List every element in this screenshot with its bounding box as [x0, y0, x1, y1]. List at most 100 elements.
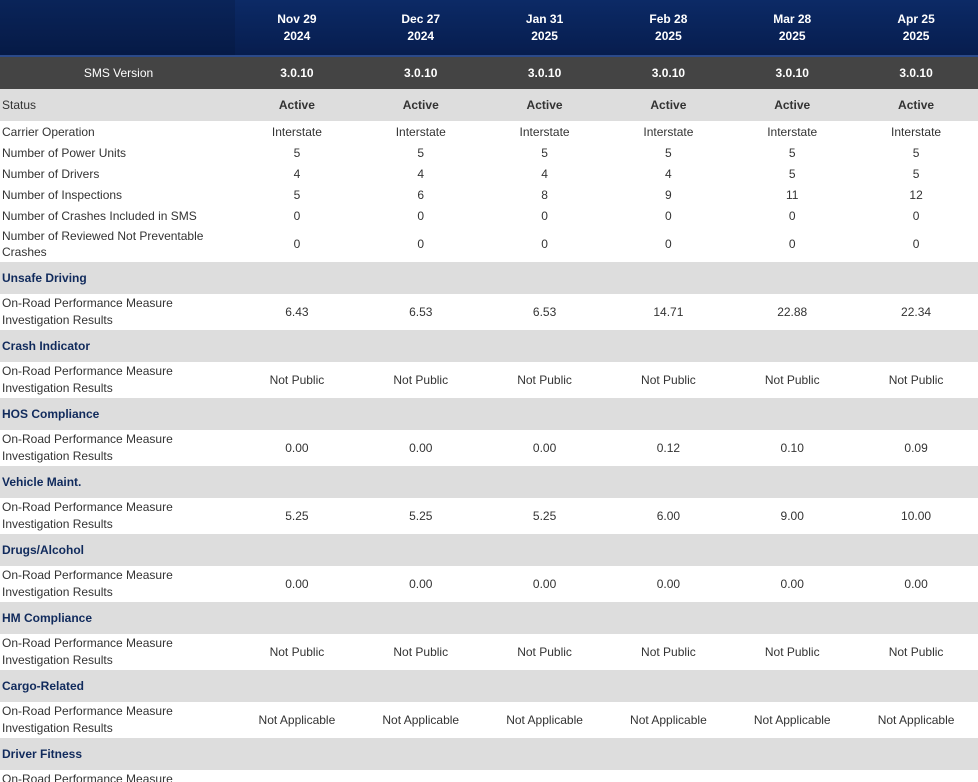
detail-value: 8 — [541, 187, 548, 202]
section-title: Cargo-Related — [0, 670, 978, 702]
results-name: Investigation Results — [2, 449, 113, 463]
detail-value: Interstate — [643, 124, 694, 139]
detail-value: 0 — [293, 237, 301, 251]
date-year: 2024 — [283, 28, 311, 43]
section-title: Driver Fitness — [0, 738, 978, 770]
section-title: Drugs/Alcohol — [0, 534, 978, 566]
status-value: Active — [730, 89, 855, 121]
table-row: On-Road Performance MeasureInvestigation… — [0, 770, 978, 782]
table-row: HOS Compliance — [0, 398, 978, 430]
measure-value: Not Public — [641, 644, 696, 659]
detail-value: 5 — [788, 166, 796, 181]
results-name: Investigation Results — [2, 585, 113, 599]
status-label: Status — [0, 89, 235, 121]
measure-value: 0.00 — [780, 576, 804, 591]
measure-value: 0.00 — [904, 576, 928, 591]
table-row: HM Compliance — [0, 602, 978, 634]
measure-value: Not Public — [641, 372, 696, 387]
measure-label: On-Road Performance MeasureInvestigation… — [0, 770, 235, 782]
date-day: Apr 25 — [897, 11, 935, 26]
detail-value: 5 — [665, 145, 672, 160]
table-row: Status Active Active Active Active Active Acti… — [0, 89, 978, 121]
sms-version-value: 3.0.10 — [854, 56, 978, 89]
table-row: Drugs/Alcohol — [0, 534, 978, 566]
status-value: Active — [235, 89, 359, 121]
status-value: Active — [854, 89, 978, 121]
measure-value: Not Public — [269, 644, 325, 659]
measure-value: 0.00 — [730, 770, 854, 782]
table-row: On-Road Performance Measure Investigation… — [0, 294, 978, 330]
measure-value: Not Public — [517, 372, 572, 387]
detail-value: 12 — [909, 187, 923, 202]
date-day: Dec 27 — [401, 11, 441, 26]
sms-version-label: SMS Version — [0, 56, 235, 89]
table-row: Nov 29 2024 Dec 27 2024 Jan 31 2025 Feb 28 2025… — [0, 0, 978, 57]
detail-value: 5 — [293, 187, 301, 202]
measure-name: On-Road Performance Measure — [2, 500, 173, 514]
measure-value: 0.00 — [606, 770, 730, 782]
detail-value: 0 — [293, 208, 301, 223]
sms-version-value: 3.0.10 — [482, 56, 607, 89]
measure-value: 0.00 — [285, 440, 309, 455]
measure-value: 14.71 — [653, 304, 684, 319]
section-title: Unsafe Driving — [0, 262, 978, 294]
measure-value: Not Public — [764, 644, 820, 659]
date-year: 2025 — [778, 28, 806, 43]
measure-value: Not Applicable — [258, 712, 336, 727]
date-year: 2025 — [902, 28, 930, 43]
measure-name: On-Road Performance Measure — [2, 296, 173, 310]
status-value: Active — [358, 89, 483, 121]
table-row: Number of Power Units 5 5 5 5 5 5 — [0, 142, 978, 163]
measure-value: 5.25 — [285, 508, 309, 523]
measure-label: On-Road Performance Measure Investigation… — [0, 294, 235, 330]
measure-value: 9.00 — [780, 508, 804, 523]
date-year: 2024 — [407, 28, 435, 43]
measure-value: Not Public — [393, 372, 449, 387]
detail-value: 0 — [665, 208, 672, 223]
measure-value: 0.00 — [409, 576, 433, 591]
detail-value: 4 — [293, 166, 301, 181]
detail-label: Number of Power Units — [2, 145, 127, 160]
date-header: Jan 31 2025 — [482, 0, 607, 57]
measure-value: 0.10 — [780, 440, 804, 455]
detail-value: 5 — [912, 166, 920, 181]
detail-label: Number of Drivers — [2, 166, 100, 181]
measure-label: On-Road Performance Measure Investigation… — [0, 362, 235, 398]
table-row: Crash Indicator — [0, 330, 978, 362]
detail-value: Interstate — [891, 124, 942, 139]
date-header: Apr 25 2025 — [854, 0, 978, 57]
measure-value: Not Public — [517, 644, 572, 659]
date-header: Mar 28 2025 — [730, 0, 855, 57]
measure-name: On-Road Performance Measure — [2, 364, 173, 378]
detail-label: Carrier Operation — [2, 124, 95, 139]
table-row: Driver Fitness — [0, 738, 978, 770]
detail-value: 9 — [665, 187, 672, 202]
detail-value: 0 — [541, 208, 548, 223]
detail-value: Interstate — [395, 124, 446, 139]
results-name: Investigation Results — [2, 653, 113, 667]
date-header: Feb 28 2025 — [606, 0, 731, 57]
detail-value: 5 — [293, 145, 301, 160]
date-day: Nov 29 — [277, 11, 317, 26]
results-name: Investigation Results — [2, 381, 113, 395]
results-name: Investigation Results — [2, 313, 113, 327]
measure-value: Not Applicable — [753, 712, 831, 727]
measure-value: 6.00 — [656, 508, 681, 523]
measure-value: 0.00 — [532, 576, 557, 591]
detail-value: Interstate — [271, 124, 322, 139]
date-day: Mar 28 — [773, 11, 812, 26]
measure-value: Not Public — [764, 372, 820, 387]
detail-label: Number of Reviewed Not Preventable Crash… — [2, 229, 204, 259]
detail-value: 6 — [417, 187, 425, 202]
detail-value: 0 — [417, 237, 425, 251]
detail-value: 4 — [665, 166, 672, 181]
header-corner — [0, 0, 235, 57]
date-header: Nov 29 2024 — [235, 0, 359, 57]
measure-value: 5.25 — [532, 508, 557, 523]
